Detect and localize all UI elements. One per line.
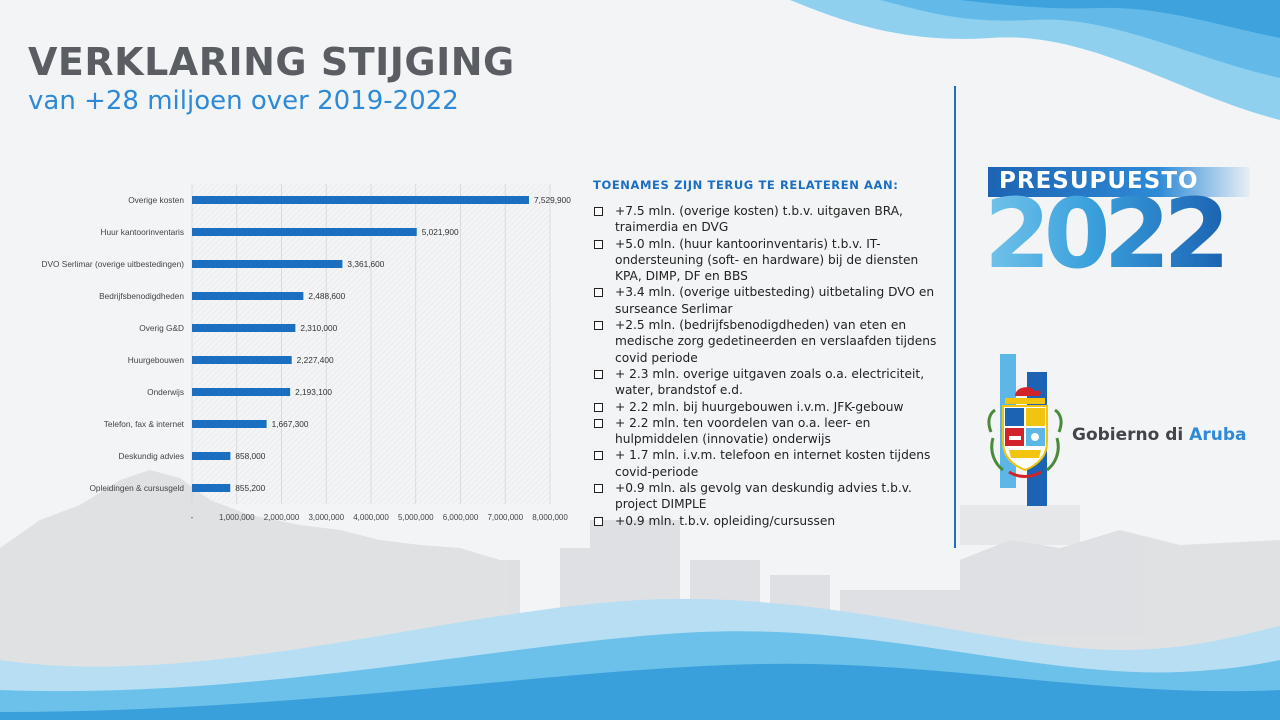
checkbox-bullet-icon: [594, 321, 603, 331]
bullet-item: + 2.2 mln. bij huurgebouwen i.v.m. JFK-g…: [593, 399, 938, 415]
bar: [192, 260, 343, 268]
checkbox-bullet-icon: [594, 288, 603, 298]
bullet-text: +0.9 mln. t.b.v. opleiding/cursussen: [615, 513, 836, 528]
presupuesto-band: [988, 167, 1250, 197]
expense-bar-chart: Overige kosten 7,529,900 Huur kantoorinven…: [42, 184, 571, 522]
data-label: 2,488,600: [308, 291, 345, 301]
category-label: Onderwijs: [147, 387, 184, 397]
checkbox-bullet-icon: [594, 516, 603, 526]
checkbox-bullet-icon: [594, 207, 603, 216]
page-subtitle: van +28 miljoen over 2019-2022: [28, 86, 459, 116]
presupuesto-label: PRESUPUESTO: [999, 168, 1199, 194]
bullet-text: + 2.3 mln. overige uitgaven zoals o.a. e…: [615, 366, 925, 398]
x-tick-label: 5,000,000: [398, 513, 434, 522]
x-tick-label: 2,000,000: [264, 513, 300, 522]
x-tick-label: 3,000,000: [308, 513, 344, 522]
x-tick-label: 8,000,000: [532, 513, 568, 522]
bullet-text: +3.4 mln. (overige uitbesteding) uitbeta…: [615, 285, 935, 316]
category-label: Overige kosten: [128, 195, 184, 205]
data-label: 2,310,000: [300, 323, 337, 333]
bullet-item: + 2.3 mln. overige uitgaven zoals o.a. e…: [593, 366, 938, 399]
data-label: 1,667,300: [272, 419, 309, 429]
bar: [192, 356, 292, 364]
page-title: VERKLARING STIJGING: [28, 40, 515, 84]
checkbox-bullet-icon: [594, 239, 603, 249]
aruba-coat-of-arms-icon: [987, 354, 1063, 506]
data-label: 3,361,600: [347, 259, 384, 269]
bullet-item: +5.0 mln. (huur kantoorinventaris) t.b.v…: [593, 236, 938, 285]
bullet-text: +7.5 mln. (overige kosten) t.b.v. uitgav…: [615, 204, 903, 235]
vertical-divider: [954, 86, 956, 548]
budget-year: 2022: [984, 178, 1230, 290]
category-label: DVO Serlimar (overige uitbestedingen): [42, 259, 185, 269]
bar: [192, 196, 529, 204]
category-label: Deskundig advies: [119, 451, 185, 461]
bullets-heading: TOENAMES ZIJN TERUG TE RELATEREN AAN:: [593, 178, 899, 192]
bullet-text: + 1.7 mln. i.v.m. telefoon en internet k…: [615, 448, 931, 479]
data-label: 7,529,900: [534, 195, 571, 205]
government-name-accent: Aruba: [1189, 425, 1247, 445]
bar: [192, 484, 231, 492]
x-tick-label: 4,000,000: [353, 513, 389, 522]
category-label: Opleidingen & cursusgeld: [89, 483, 184, 493]
bullet-item: +7.5 mln. (overige kosten) t.b.v. uitgav…: [593, 203, 938, 236]
bar: [192, 324, 296, 332]
checkbox-bullet-icon: [594, 484, 603, 494]
bottom-wave: [0, 598, 1280, 720]
category-label: Bedrijfsbenodigdheden: [99, 291, 184, 301]
x-tick-label: 7,000,000: [487, 513, 523, 522]
top-right-wave: [790, 0, 1280, 120]
bullet-item: +0.9 mln. als gevolg van deskundig advie…: [593, 480, 938, 513]
bullet-item: +2.5 mln. (bedrijfsbenodigdheden) van et…: [593, 317, 938, 366]
bullet-text: + 2.2 mln. ten voordelen van o.a. leer- …: [615, 415, 871, 447]
bar: [192, 228, 417, 236]
x-tick-label: 1,000,000: [219, 513, 255, 522]
bar: [192, 420, 267, 428]
category-label: Huurgebouwen: [128, 355, 185, 365]
data-label: 855,200: [235, 483, 265, 493]
title-block: VERKLARING STIJGING van +28 miljoen over…: [28, 40, 515, 116]
increase-explanations: TOENAMES ZIJN TERUG TE RELATEREN AAN: +7…: [593, 178, 938, 529]
bullet-text: +5.0 mln. (huur kantoorinventaris) t.b.v…: [615, 236, 919, 284]
bullet-item: + 2.2 mln. ten voordelen van o.a. leer- …: [593, 415, 938, 448]
bullet-text: +2.5 mln. (bedrijfsbenodigdheden) van et…: [615, 318, 937, 365]
government-name: Gobierno di Aruba: [1072, 425, 1246, 445]
data-label: 5,021,900: [422, 227, 459, 237]
bullet-item: +0.9 mln. t.b.v. opleiding/cursussen: [593, 513, 938, 529]
data-label: 2,227,400: [297, 355, 334, 365]
checkbox-bullet-icon: [594, 451, 603, 461]
data-label: 2,193,100: [295, 387, 332, 397]
bullet-item: +3.4 mln. (overige uitbesteding) uitbeta…: [593, 284, 938, 317]
bar: [192, 388, 291, 396]
x-tick-label: 6,000,000: [443, 513, 479, 522]
bullet-text: +0.9 mln. als gevolg van deskundig advie…: [615, 481, 912, 512]
government-name-prefix: Gobierno di: [1072, 425, 1190, 445]
bullet-list: +7.5 mln. (overige kosten) t.b.v. uitgav…: [593, 203, 938, 529]
bar: [192, 292, 304, 300]
x-tick-label: -: [191, 513, 194, 522]
data-label: 858,000: [235, 451, 265, 461]
checkbox-bullet-icon: [594, 369, 603, 379]
category-label: Telefon, fax & internet: [104, 419, 185, 429]
checkbox-bullet-icon: [594, 418, 603, 428]
checkbox-bullet-icon: [594, 402, 603, 412]
bar: [192, 452, 231, 460]
bullet-text: + 2.2 mln. bij huurgebouwen i.v.m. JFK-g…: [615, 399, 904, 414]
category-label: Overig G&D: [139, 323, 184, 333]
category-label: Huur kantoorinventaris: [101, 227, 184, 237]
bullet-item: + 1.7 mln. i.v.m. telefoon en internet k…: [593, 447, 938, 480]
